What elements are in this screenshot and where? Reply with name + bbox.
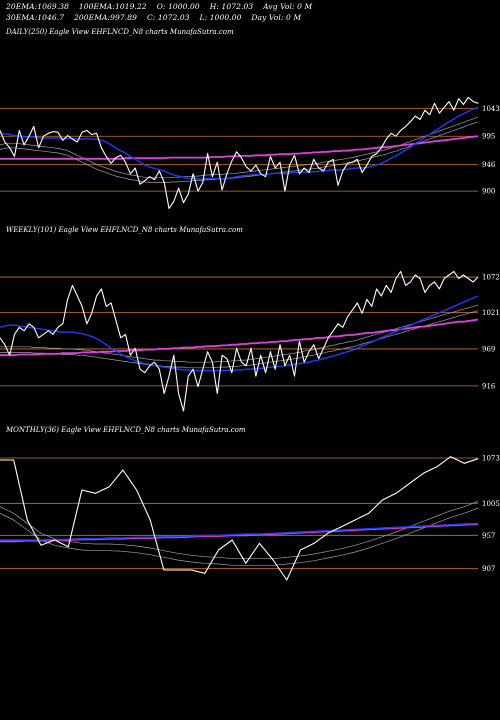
price-line: [0, 456, 479, 581]
ema-long-line: [0, 318, 479, 357]
y-tick-label: 916: [482, 382, 496, 390]
indicator-header-row-2: 30EMA:1046.7 200EMA:997.89 C: 1072.03 L:…: [6, 13, 301, 22]
y-tick-label: 1073: [482, 455, 500, 463]
ma-band-line: [0, 121, 479, 183]
ema-long-line: [0, 135, 479, 160]
low-label: L:: [199, 13, 208, 22]
monthly-chart-title: MONTHLY(36) Eagle View EHFLNCD_N8 charts…: [6, 426, 246, 434]
y-tick-label: 1072: [482, 274, 500, 282]
ma-band-line: [0, 310, 479, 369]
y-tick-label: 957: [482, 532, 495, 540]
close-label: C:: [146, 13, 156, 22]
ema200-value: 997.89: [110, 13, 137, 22]
day-vol-label: Day Vol:: [251, 13, 284, 22]
y-tick-label: 1021: [482, 309, 500, 317]
price-line: [0, 270, 479, 412]
y-tick-label: 1005: [482, 500, 500, 508]
ma-band-line: [0, 500, 479, 560]
weekly-chart-title: WEEKLY(101) Eagle View EHFLNCD_N8 charts…: [6, 226, 243, 234]
daily-chart-title: DAILY(250) Eagle View EHFLNCD_N8 charts …: [6, 28, 234, 36]
ema100-label: 100EMA:: [78, 2, 116, 11]
y-tick-label: 907: [482, 565, 495, 573]
ema30-value: 1046.7: [37, 13, 65, 22]
close-value: 1072.03: [157, 13, 190, 22]
ma-band-line: [0, 507, 479, 566]
ema-short-line: [0, 295, 479, 372]
ema20-value: 1069.38: [37, 2, 69, 11]
ema-short-line: [0, 106, 479, 180]
low-value: 1000.00: [209, 13, 242, 22]
y-tick-label: 1043: [482, 105, 500, 113]
y-tick-label: 946: [482, 161, 496, 169]
y-tick-label: 900: [482, 188, 495, 196]
open-label: O:: [156, 2, 166, 11]
avg-vol-label: Avg Vol:: [263, 2, 295, 11]
high-label: H:: [209, 2, 219, 11]
ma-band-line: [0, 304, 479, 363]
weekly-chart: 1072 1021 969 916: [0, 270, 500, 412]
day-vol-value: 0 M: [285, 13, 302, 22]
daily-chart: 1043 995 946 900: [0, 96, 500, 209]
ema200-label: 200EMA:: [74, 13, 111, 22]
ema20-label: 20EMA:: [6, 2, 38, 11]
monthly-chart: 1073 1005 957 907: [0, 455, 500, 581]
y-tick-label: 969: [482, 345, 495, 353]
price-line: [0, 96, 479, 209]
ema-short-line: [0, 522, 479, 541]
y-tick-label: 995: [482, 133, 495, 141]
indicator-header-row-1: 20EMA:1069.38 100EMA:1019.22 O: 1000.00 …: [6, 2, 312, 11]
avg-vol-value: 0 M: [297, 2, 313, 11]
ema30-label: 30EMA:: [6, 13, 38, 22]
ema100-value: 1019.22: [115, 2, 147, 11]
open-value: 1000.00: [168, 2, 200, 11]
high-value: 1072.03: [221, 2, 254, 11]
